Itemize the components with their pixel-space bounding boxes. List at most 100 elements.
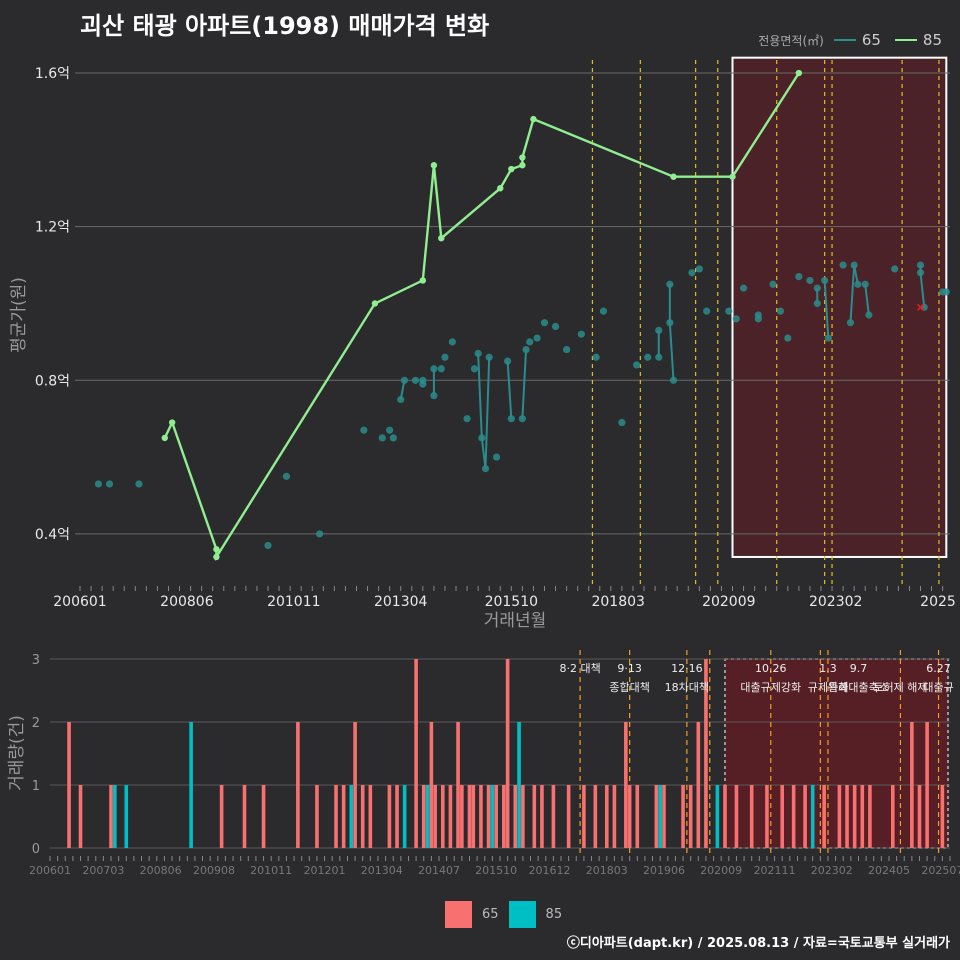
policy-annotation-name: 종합대책	[609, 681, 649, 694]
volume-bar-65	[109, 785, 113, 848]
series-65-point	[551, 322, 560, 331]
series-85-point	[161, 434, 168, 442]
x-tick-label: 201510	[485, 594, 538, 610]
volume-bar-85	[402, 785, 407, 848]
volume-bar-65	[654, 785, 659, 848]
series-85-point	[519, 162, 526, 169]
series-65-point	[821, 276, 829, 285]
volume-bar-65	[551, 785, 556, 848]
volume-bar-65	[440, 785, 445, 848]
series-65-point	[846, 319, 855, 327]
series-65-point	[316, 530, 324, 538]
x-tick-label: 200806	[160, 594, 214, 610]
volume-bar-85	[490, 785, 495, 848]
bottom-x-tick-label: 202009	[700, 864, 742, 877]
volume-bar-65	[624, 722, 628, 848]
volume-bar-65	[791, 785, 796, 848]
x-tick-label: 201304	[374, 594, 428, 610]
series-65-point	[850, 261, 858, 269]
volume-bar-65	[688, 785, 693, 848]
bottom-x-tick-label: 201304	[361, 864, 403, 877]
volume-bar-65	[852, 785, 857, 848]
volume-bar-65	[662, 785, 666, 848]
volume-bar-65	[486, 785, 491, 848]
volume-bar-65	[822, 785, 826, 848]
series-85-point	[168, 419, 176, 426]
series-65-point	[378, 434, 386, 442]
series-65-point	[754, 315, 762, 323]
series-65-point	[592, 353, 600, 361]
series-85-point	[213, 553, 220, 561]
volume-bar-65	[681, 785, 685, 848]
y-tick-label: 1.6억	[35, 66, 70, 82]
series-65-point	[739, 284, 748, 292]
bottom-x-tick-label: 201510	[475, 864, 517, 877]
bottom-y-tick-label: 0	[32, 842, 40, 857]
series-65-segment	[521, 349, 528, 419]
series-65-segment	[919, 272, 926, 308]
series-85-point	[438, 234, 445, 242]
series-65-point	[463, 415, 471, 423]
series-65-point	[784, 334, 792, 342]
volume-bar-65	[604, 785, 609, 848]
bottom-y-axis-label: 거래량(건)	[7, 715, 27, 791]
series-65-point	[386, 426, 394, 434]
policy-annotation-date: 6.27	[926, 662, 951, 675]
volume-bar-65	[334, 785, 338, 848]
volume-bar-85	[517, 722, 521, 848]
series-65-point	[411, 376, 420, 384]
volume-bar-65	[635, 785, 640, 848]
series-85-point	[508, 165, 515, 173]
series-65-point	[397, 395, 405, 404]
series-65-point	[703, 307, 711, 315]
volume-bar-65	[494, 785, 498, 848]
series-65-point	[942, 288, 950, 296]
series-65-segment	[506, 361, 513, 419]
credit-text: ⓒ디아파트(dapt.kr) / 2025.08.13 / 자료=국토교통부 실…	[566, 936, 950, 951]
policy-annotation-name: 규제완화	[808, 681, 848, 694]
policy-annotation-date: 12·16	[671, 662, 703, 675]
volume-bar-65	[627, 785, 632, 848]
policy-annotation-date: 10.26	[755, 662, 787, 675]
series-65-point	[633, 361, 641, 369]
series-65-point	[437, 365, 445, 373]
volume-bar-85	[113, 785, 117, 848]
series-65-point	[644, 353, 652, 361]
policy-annotation-name: 특례대출축소	[828, 681, 889, 694]
volume-bar-65	[803, 785, 807, 848]
volume-bar-65	[704, 659, 708, 848]
series-65-segment	[823, 280, 830, 339]
bottom-x-tick-label: 200601	[29, 864, 71, 877]
volume-bar-65	[532, 785, 537, 848]
volume-bar-65	[521, 785, 525, 848]
series-65-point	[806, 276, 814, 285]
legend-line-85-icon	[894, 39, 917, 41]
volume-bar-65	[837, 785, 842, 848]
series-65-point	[725, 307, 733, 315]
series-65-point	[478, 434, 486, 442]
series-85-point	[430, 162, 438, 169]
volume-bar-65	[925, 722, 929, 848]
series-85-point	[670, 173, 677, 180]
volume-bar-65	[368, 785, 373, 848]
bottom-x-tick-label: 201407	[418, 864, 460, 877]
bottom-x-tick-label: 201906	[643, 864, 685, 877]
series-65-point	[916, 269, 925, 277]
series-65-point	[94, 480, 103, 488]
series-85-point	[795, 69, 803, 77]
series-65-point	[813, 299, 821, 308]
series-65-point	[916, 261, 925, 269]
x-tick-label: 202302	[809, 594, 862, 610]
volume-bar-85	[124, 785, 129, 848]
policy-annotation-name: 대출규제강화	[740, 681, 801, 694]
volume-bar-65	[395, 785, 399, 848]
series-65-point	[389, 434, 397, 442]
volume-bar-85	[349, 785, 354, 848]
policy-annotation-date: 9·13	[617, 662, 642, 675]
series-85-point	[519, 154, 526, 161]
y-tick-label: 0.8억	[35, 373, 70, 389]
series-85-point	[419, 277, 427, 284]
series-65-point	[485, 353, 493, 361]
series-65-point	[813, 284, 821, 292]
